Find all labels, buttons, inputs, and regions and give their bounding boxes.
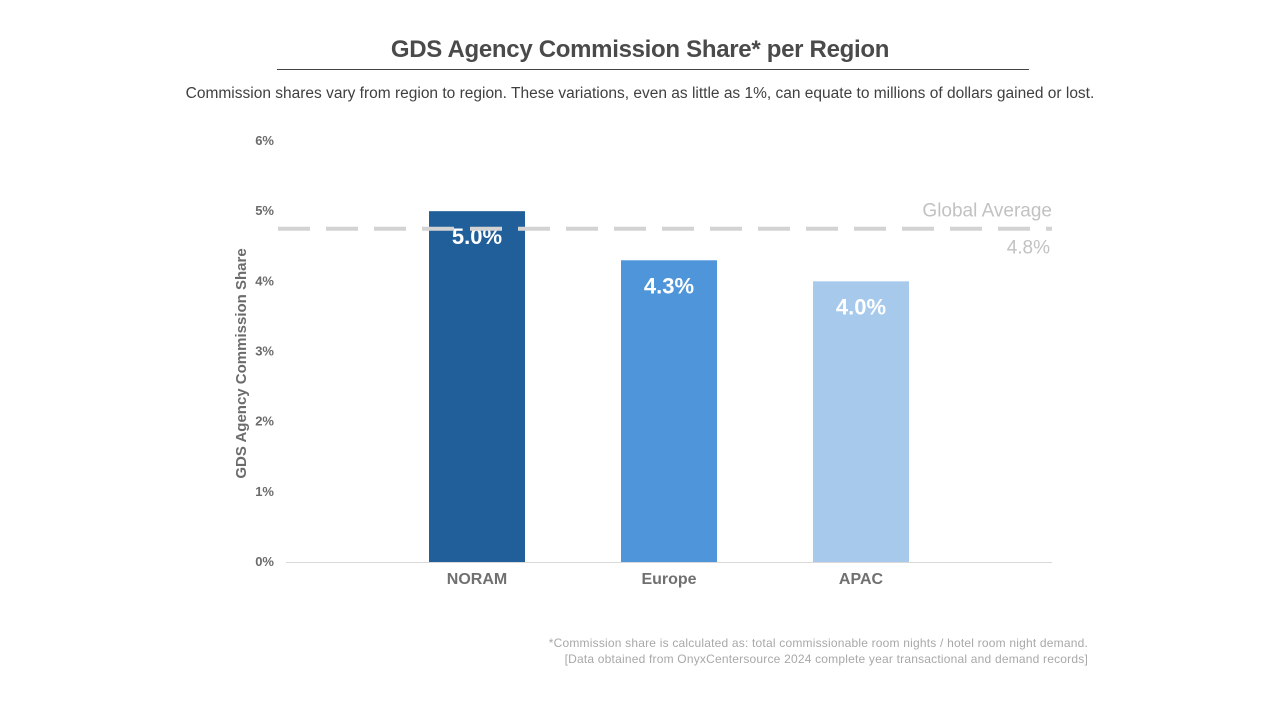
bar-data-label: 4.0% xyxy=(836,294,886,319)
y-tick-label: 2% xyxy=(255,414,274,429)
bar-europe xyxy=(621,260,717,562)
footnote-definition: *Commission share is calculated as: tota… xyxy=(548,636,1088,650)
title-underline xyxy=(277,69,1029,70)
chart-subtitle: Commission shares vary from region to re… xyxy=(185,85,1095,102)
y-axis-title: GDS Agency Commission Share xyxy=(233,248,250,478)
footnote-source: [Data obtained from OnyxCentersource 202… xyxy=(564,652,1088,666)
y-tick-label: 3% xyxy=(255,344,274,359)
global-average-value: 4.8% xyxy=(1007,238,1050,259)
x-tick-label: Europe xyxy=(641,571,696,588)
y-tick-label: 6% xyxy=(255,133,274,148)
y-tick-label: 5% xyxy=(255,203,274,218)
chart-title: GDS Agency Commission Share* per Region xyxy=(390,36,890,63)
x-tick-label: NORAM xyxy=(447,571,507,588)
global-average-label: Global Average xyxy=(922,201,1052,222)
x-tick-label: APAC xyxy=(839,571,884,588)
bar-apac xyxy=(813,281,909,562)
y-tick-label: 1% xyxy=(255,484,274,499)
y-tick-label: 4% xyxy=(255,273,274,288)
y-tick-label: 0% xyxy=(255,554,274,569)
bar-noram xyxy=(429,211,525,562)
bar-data-label: 4.3% xyxy=(644,273,694,298)
